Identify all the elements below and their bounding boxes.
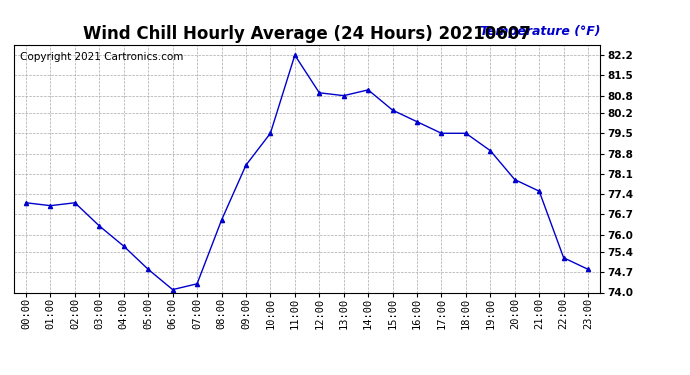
Title: Wind Chill Hourly Average (24 Hours) 20210607: Wind Chill Hourly Average (24 Hours) 202… — [83, 26, 531, 44]
Text: Copyright 2021 Cartronics.com: Copyright 2021 Cartronics.com — [19, 53, 183, 62]
Text: Temperature (°F): Temperature (°F) — [480, 25, 600, 38]
